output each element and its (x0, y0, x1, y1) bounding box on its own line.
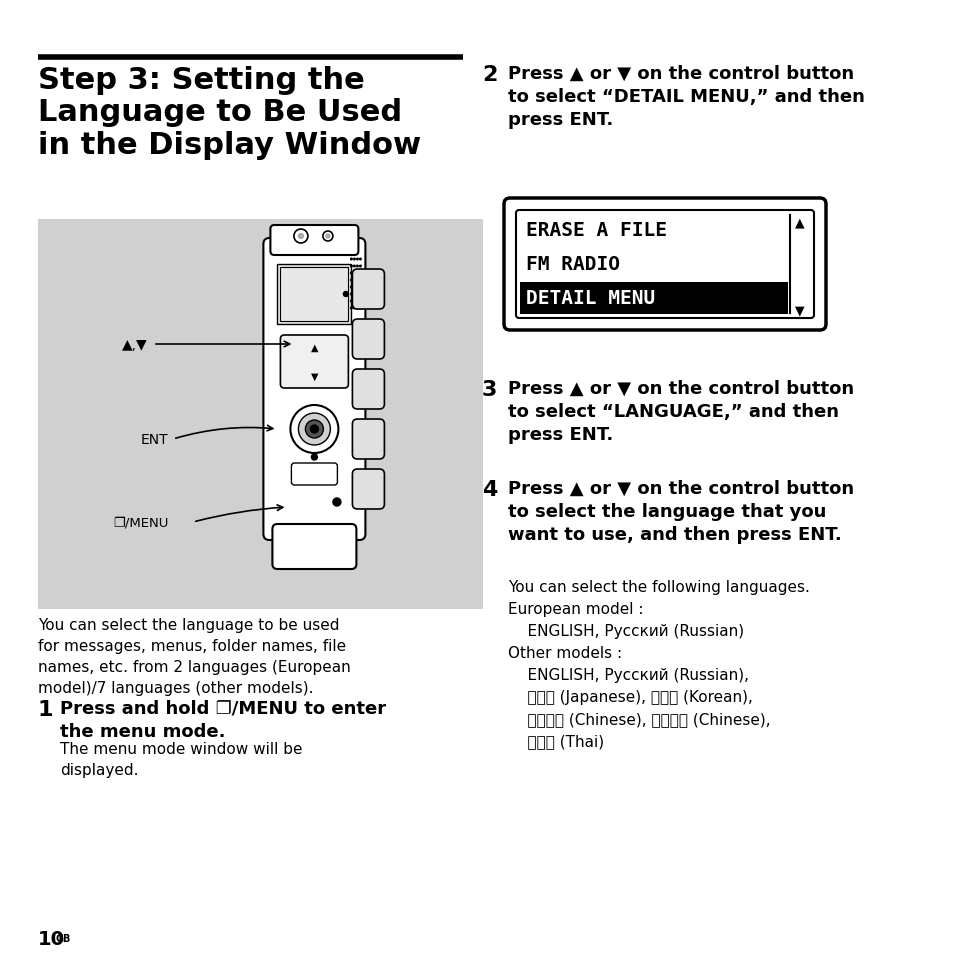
FancyBboxPatch shape (352, 270, 384, 310)
Circle shape (343, 293, 348, 297)
Text: Press ▲ or ▼ on the control button
to select “DETAIL MENU,” and then
press ENT.: Press ▲ or ▼ on the control button to se… (507, 65, 864, 129)
Circle shape (351, 280, 352, 281)
Circle shape (354, 301, 355, 302)
Text: ▲: ▲ (795, 216, 804, 230)
Circle shape (294, 230, 308, 244)
Circle shape (356, 301, 357, 302)
Circle shape (356, 273, 357, 274)
Circle shape (351, 294, 352, 295)
FancyBboxPatch shape (291, 463, 337, 485)
Circle shape (351, 287, 352, 289)
Text: You can select the language to be used
for messages, menus, folder names, file
n: You can select the language to be used f… (38, 618, 351, 696)
Text: DETAIL MENU: DETAIL MENU (525, 289, 655, 308)
Circle shape (359, 280, 361, 281)
Circle shape (356, 294, 357, 295)
Circle shape (359, 294, 361, 295)
Circle shape (359, 308, 361, 310)
Circle shape (359, 266, 361, 268)
FancyBboxPatch shape (352, 419, 384, 459)
Circle shape (326, 234, 330, 239)
Text: ไทย (Thai): ไทย (Thai) (507, 733, 603, 748)
Circle shape (354, 287, 355, 289)
Text: 简体中文 (Chinese), 繁體中文 (Chinese),: 简体中文 (Chinese), 繁體中文 (Chinese), (507, 711, 770, 726)
Text: ENGLISH, Русский (Russian),: ENGLISH, Русский (Russian), (507, 667, 748, 682)
Circle shape (351, 266, 352, 268)
Circle shape (359, 259, 361, 260)
Text: ENGLISH, Русский (Russian): ENGLISH, Русский (Russian) (507, 623, 743, 639)
Circle shape (359, 273, 361, 274)
FancyBboxPatch shape (273, 524, 356, 569)
Bar (277, 265, 351, 325)
Bar (519, 283, 787, 314)
Circle shape (359, 301, 361, 302)
Text: ▼: ▼ (795, 304, 804, 317)
Circle shape (356, 308, 357, 310)
Text: The menu mode window will be
displayed.: The menu mode window will be displayed. (60, 741, 302, 778)
FancyBboxPatch shape (352, 319, 384, 359)
Text: 2: 2 (481, 65, 497, 85)
Circle shape (356, 280, 357, 281)
Circle shape (305, 420, 323, 438)
Bar (38, 220, 482, 609)
Circle shape (354, 259, 355, 260)
FancyBboxPatch shape (280, 335, 348, 389)
Text: European model :: European model : (507, 601, 643, 617)
Circle shape (356, 266, 357, 268)
FancyBboxPatch shape (516, 211, 813, 318)
FancyBboxPatch shape (263, 239, 365, 540)
Text: ▲: ▲ (311, 343, 317, 353)
Text: ENT: ENT (140, 433, 168, 447)
Text: Press and hold ❐/MENU to enter
the menu mode.: Press and hold ❐/MENU to enter the menu … (60, 700, 386, 740)
Text: Other models :: Other models : (507, 645, 621, 660)
Text: ▲,▼: ▲,▼ (122, 337, 148, 352)
FancyBboxPatch shape (270, 226, 358, 255)
Circle shape (354, 294, 355, 295)
Circle shape (290, 406, 338, 454)
Circle shape (351, 273, 352, 274)
Circle shape (356, 259, 357, 260)
Circle shape (298, 414, 330, 446)
Text: ▼: ▼ (311, 372, 317, 381)
Text: 3: 3 (481, 379, 497, 399)
Circle shape (356, 287, 357, 289)
Circle shape (354, 273, 355, 274)
Circle shape (351, 308, 352, 310)
Circle shape (322, 232, 333, 242)
FancyBboxPatch shape (503, 199, 825, 331)
Circle shape (351, 301, 352, 302)
Text: Press ▲ or ▼ on the control button
to select “LANGUAGE,” and then
press ENT.: Press ▲ or ▼ on the control button to se… (507, 379, 853, 443)
Text: ERASE A FILE: ERASE A FILE (525, 221, 666, 240)
Circle shape (354, 266, 355, 268)
Text: FM RADIO: FM RADIO (525, 255, 619, 274)
Text: 日本語 (Japanese), 한국어 (Korean),: 日本語 (Japanese), 한국어 (Korean), (507, 689, 752, 704)
Text: 10: 10 (38, 929, 65, 948)
Circle shape (310, 426, 318, 434)
Circle shape (311, 455, 317, 460)
Text: You can select the following languages.: You can select the following languages. (507, 579, 809, 595)
Text: 1: 1 (38, 700, 53, 720)
Circle shape (351, 259, 352, 260)
FancyBboxPatch shape (352, 370, 384, 410)
Text: Step 3: Setting the
Language to Be Used
in the Display Window: Step 3: Setting the Language to Be Used … (38, 66, 420, 160)
Text: Press ▲ or ▼ on the control button
to select the language that you
want to use, : Press ▲ or ▼ on the control button to se… (507, 479, 853, 543)
Text: 4: 4 (481, 479, 497, 499)
Text: GB: GB (56, 933, 71, 943)
Circle shape (333, 498, 340, 506)
Circle shape (354, 280, 355, 281)
Circle shape (298, 234, 303, 239)
Circle shape (359, 287, 361, 289)
Circle shape (354, 308, 355, 310)
Bar (280, 268, 348, 322)
Text: ❐/MENU: ❐/MENU (112, 516, 168, 529)
FancyBboxPatch shape (352, 470, 384, 510)
